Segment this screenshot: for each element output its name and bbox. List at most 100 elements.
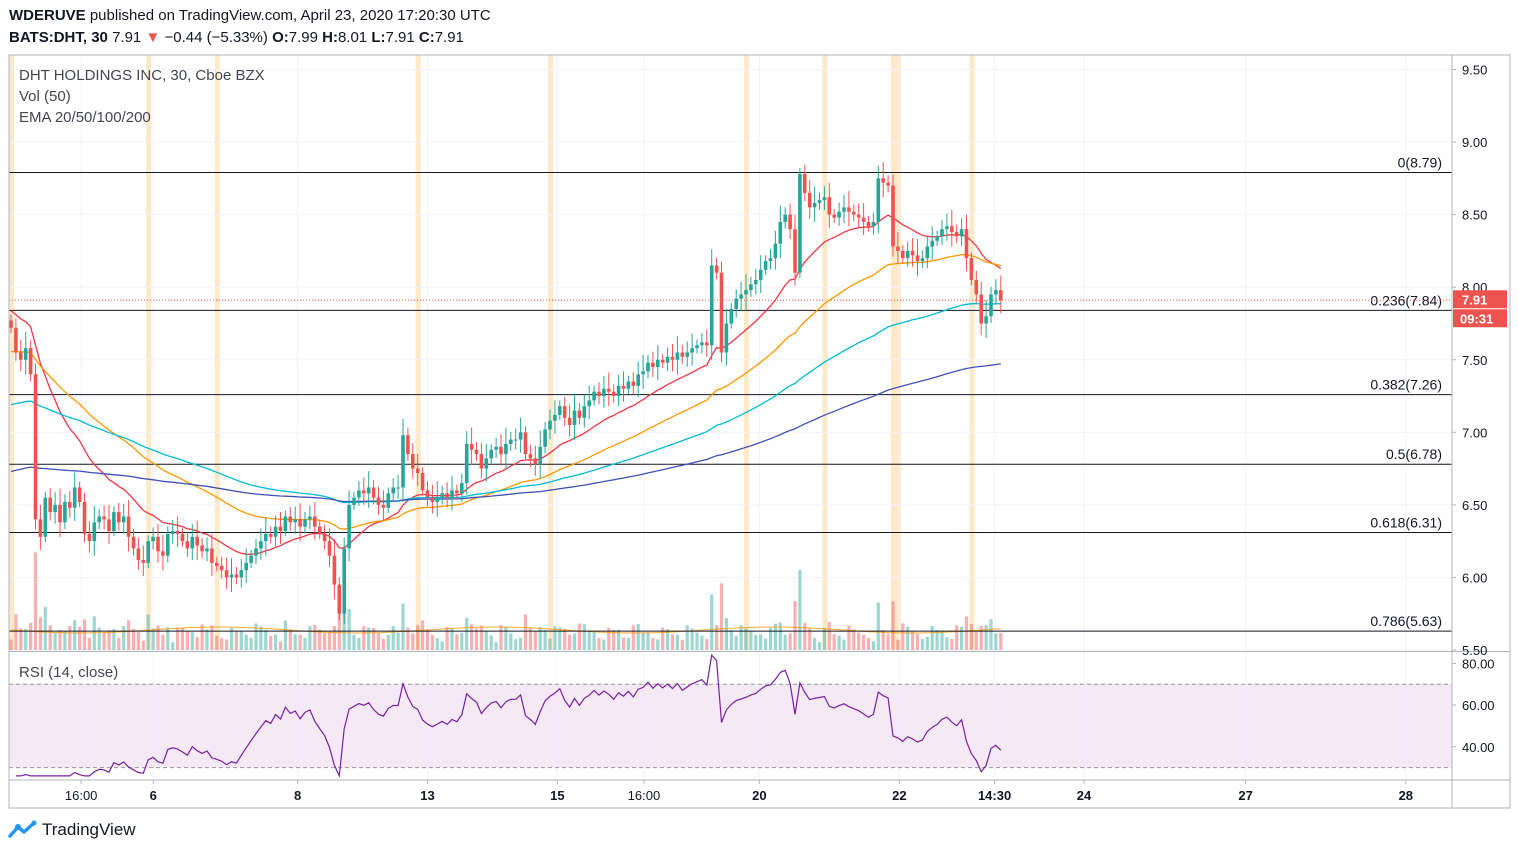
candle-body <box>161 551 165 556</box>
candle-body <box>945 226 949 230</box>
candle-body <box>337 584 342 614</box>
candle-body <box>626 381 631 389</box>
candle-body <box>695 345 699 349</box>
candle-body <box>817 200 822 204</box>
candle-body <box>185 541 190 549</box>
main-legend-title[interactable]: DHT HOLDINGS INC, 30, Cboe BZX <box>19 67 265 84</box>
volume-bar <box>411 633 415 650</box>
symbol-name[interactable]: BATS:DHT, 30 <box>9 29 108 46</box>
volume-bar <box>278 641 283 650</box>
volume-bar <box>955 625 959 650</box>
candle-body <box>239 570 244 578</box>
volume-bar <box>925 636 929 650</box>
volume-bar <box>484 631 488 650</box>
volume-bar <box>749 630 753 650</box>
candle-body <box>53 504 57 513</box>
rsi-y-tick-label: 60.00 <box>1462 698 1495 713</box>
volume-bar <box>626 637 630 650</box>
volume-bar <box>19 628 23 650</box>
volume-legend[interactable]: Vol (50) <box>19 88 71 105</box>
volume-bar <box>945 637 949 650</box>
candle-body <box>935 236 939 241</box>
volume-bar <box>979 626 983 650</box>
candle-body <box>195 536 199 546</box>
volume-bar <box>700 635 704 650</box>
volume-bar <box>886 634 890 650</box>
countdown-badge-text: 09:31 <box>1460 311 1493 326</box>
rsi-pane <box>9 653 1452 779</box>
volume-bar <box>724 618 728 650</box>
candle-body <box>940 229 944 237</box>
candle-body <box>264 533 268 542</box>
volume-bar <box>283 620 287 650</box>
candle-body <box>989 294 993 317</box>
candle-body <box>553 414 557 421</box>
candle-body <box>587 400 591 407</box>
candle-body <box>156 536 160 552</box>
volume-bar <box>58 630 62 650</box>
candle-body <box>117 512 121 523</box>
session-band <box>548 55 553 650</box>
high-label: H: <box>322 29 338 46</box>
y-tick-label: 6.00 <box>1462 570 1487 585</box>
candle-body <box>685 352 689 357</box>
rsi-band-fill <box>9 684 1452 768</box>
candle-body <box>729 308 734 324</box>
candle-body <box>362 490 366 494</box>
volume-bar <box>303 637 307 650</box>
volume-bar <box>234 631 238 650</box>
down-arrow-icon: ▼ <box>145 29 161 46</box>
candle-body <box>420 472 425 491</box>
session-band <box>146 55 152 650</box>
ema-lines <box>10 214 1002 555</box>
volume-bar <box>249 637 253 650</box>
volume-bar <box>778 622 782 650</box>
volume-bar <box>857 632 861 650</box>
volume-bar <box>935 630 939 650</box>
volume-bar <box>543 630 547 650</box>
volume-bar <box>416 625 420 650</box>
symbol-ohlc-line: BATS:DHT, 30 7.91 ▼ −0.44 (−5.33%) O:7.9… <box>9 29 464 46</box>
volume-bar <box>950 638 954 650</box>
volume-bar <box>803 622 807 650</box>
ema-legend[interactable]: EMA 20/50/100/200 <box>19 109 151 126</box>
volume-bar <box>425 629 430 650</box>
candle-body <box>876 178 881 222</box>
x-tick-label: 22 <box>892 788 906 803</box>
candle-body <box>660 359 665 363</box>
candle-body <box>582 406 587 418</box>
volume-bar <box>670 634 675 650</box>
volume-bar <box>215 635 219 650</box>
volume-bar <box>901 623 905 650</box>
volume-bar <box>847 625 851 650</box>
volume-bar <box>313 624 317 650</box>
author-name[interactable]: WDERUVE <box>9 7 86 24</box>
candle-body <box>38 519 43 537</box>
volume-bar <box>607 627 611 650</box>
fib-level-label: 0.236(7.84) <box>1370 292 1442 308</box>
volume-bar <box>293 634 297 650</box>
candle-body <box>778 221 783 244</box>
candle-body <box>504 443 508 455</box>
candle-body <box>63 501 67 523</box>
rsi-legend[interactable]: RSI (14, close) <box>19 664 119 681</box>
candle-body <box>205 548 209 552</box>
volume-bar <box>141 640 145 650</box>
volume-bar <box>764 638 768 650</box>
rsi-line <box>15 653 1002 779</box>
candle-body <box>190 536 195 549</box>
high-value: 8.01 <box>337 29 368 46</box>
candle-body <box>112 512 116 531</box>
volume-bar <box>940 631 944 650</box>
candle-body <box>210 548 214 563</box>
volume-bar <box>205 629 209 650</box>
volume-bar <box>504 626 508 650</box>
x-tick-label: 6 <box>150 788 157 803</box>
volume-bar <box>768 627 773 650</box>
candle-body <box>518 432 523 440</box>
volume-bar <box>127 620 131 650</box>
tradingview-footer[interactable]: TradingView <box>8 820 136 840</box>
candlesticks <box>9 162 1003 624</box>
volume-bar <box>866 638 871 650</box>
